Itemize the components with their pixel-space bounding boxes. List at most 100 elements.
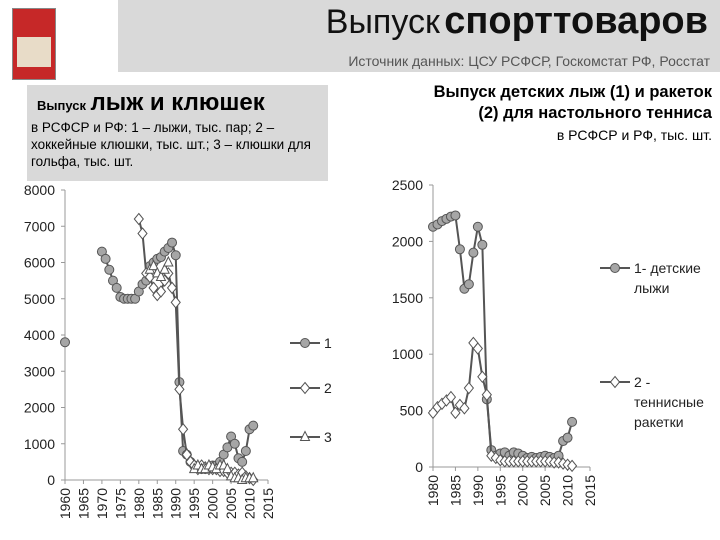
- subtitle: в РСФСР и РФ: 1 – лыжи, тыс. пар; 2 – хо…: [31, 120, 311, 169]
- x-tick-label: 1970: [94, 488, 110, 519]
- y-tick-label: 1000: [24, 436, 55, 452]
- legend-label: 2 - теннисные ракетки: [634, 374, 704, 430]
- x-tick-label: 1960: [57, 488, 73, 519]
- point: [468, 247, 479, 258]
- legend-label: 1: [324, 335, 332, 351]
- point: [137, 227, 148, 240]
- title-part: спорттоваров: [444, 0, 708, 42]
- point: [237, 456, 248, 467]
- point: [566, 459, 578, 473]
- point: [472, 221, 483, 232]
- x-tick-label: 1995: [492, 475, 508, 506]
- title-part: Выпуск: [325, 3, 440, 41]
- point: [463, 381, 475, 395]
- slide-title: Выпуск спорттоваров: [326, 0, 708, 43]
- x-tick-label: 2000: [515, 475, 531, 506]
- x-tick-label: 1985: [149, 488, 165, 519]
- point: [104, 264, 115, 275]
- point: [459, 402, 470, 415]
- y-tick-label: 6000: [24, 255, 55, 271]
- point: [174, 383, 185, 396]
- x-tick-label: 2005: [223, 488, 239, 519]
- point: [144, 270, 156, 284]
- legend-label: 2: [324, 380, 332, 396]
- book-cover: [12, 8, 56, 80]
- point: [454, 244, 465, 255]
- x-tick-label: 2005: [537, 475, 553, 506]
- x-tick-label: 2015: [260, 488, 276, 519]
- source: Источник данных: ЦСУ РСФСР, Госкомстат Р…: [348, 53, 710, 69]
- x-tick-label: 1975: [112, 488, 128, 519]
- y-tick-label: 2000: [24, 400, 55, 416]
- right-caption: Выпуск детских лыж (1) и ракеток (2) для…: [412, 82, 712, 143]
- y-tick-label: 2000: [392, 233, 423, 249]
- point: [163, 255, 174, 267]
- legend-label: 3: [324, 429, 332, 445]
- y-tick-label: 2500: [392, 177, 423, 193]
- series-line: [432, 340, 573, 467]
- x-tick-label: 1980: [131, 488, 147, 519]
- y-tick-label: 7000: [24, 218, 55, 234]
- y-tick-label: 8000: [24, 182, 55, 198]
- y-tick-label: 4000: [24, 327, 55, 343]
- point: [159, 263, 170, 274]
- point: [60, 337, 70, 348]
- y-tick-label: 1500: [392, 290, 423, 306]
- x-tick-label: 1985: [447, 475, 463, 506]
- point: [562, 432, 573, 443]
- point: [170, 250, 181, 261]
- y-tick-label: 500: [400, 403, 424, 419]
- point: [155, 270, 167, 281]
- point: [248, 420, 259, 431]
- legend-label: 1- детские лыжи: [634, 260, 701, 296]
- chart-title: Выпуск детских лыж (1) и ракеток (2) для…: [433, 83, 712, 122]
- point: [472, 342, 484, 355]
- point: [148, 259, 159, 271]
- point: [481, 388, 492, 402]
- point: [240, 446, 251, 456]
- cover-label: [17, 37, 51, 67]
- x-tick-label: 2015: [582, 475, 598, 506]
- point: [222, 462, 233, 474]
- legend-marker: [610, 263, 620, 273]
- x-tick-label: 2000: [205, 488, 221, 519]
- point: [111, 282, 122, 293]
- point: [450, 210, 461, 221]
- x-tick-label: 1995: [186, 488, 202, 519]
- subtitle: в РСФСР и РФ, тыс. шт.: [556, 127, 712, 143]
- legend-marker: [299, 381, 311, 395]
- legend-marker: [300, 338, 310, 348]
- x-tick-label: 1980: [425, 475, 441, 506]
- point: [445, 390, 457, 404]
- point: [100, 253, 111, 264]
- point: [477, 239, 488, 250]
- y-tick-label: 3000: [24, 363, 55, 379]
- point: [477, 370, 488, 384]
- left-caption: Выпуск лыж и клюшек в РСФСР и РФ: 1 – лы…: [27, 85, 328, 181]
- point: [229, 438, 240, 449]
- title-part: Выпуск: [37, 98, 86, 113]
- y-tick-label: 1000: [392, 346, 423, 362]
- y-tick-label: 5000: [24, 291, 55, 307]
- point: [177, 422, 189, 436]
- series-line: [432, 214, 574, 460]
- legend-marker: [299, 430, 311, 441]
- x-tick-label: 2010: [560, 475, 576, 506]
- y-tick-label: 0: [47, 472, 55, 488]
- point: [170, 296, 181, 309]
- point: [167, 237, 178, 248]
- point: [166, 281, 178, 295]
- x-tick-label: 1990: [470, 475, 486, 506]
- point: [133, 212, 144, 226]
- point: [463, 279, 474, 290]
- x-tick-label: 1965: [75, 488, 91, 519]
- legend-marker: [609, 375, 621, 389]
- point: [450, 406, 461, 420]
- point: [567, 416, 578, 427]
- header-band: [118, 0, 720, 72]
- title-part: лыж и клюшек: [90, 89, 265, 116]
- point: [155, 285, 167, 298]
- x-tick-label: 1990: [168, 488, 184, 519]
